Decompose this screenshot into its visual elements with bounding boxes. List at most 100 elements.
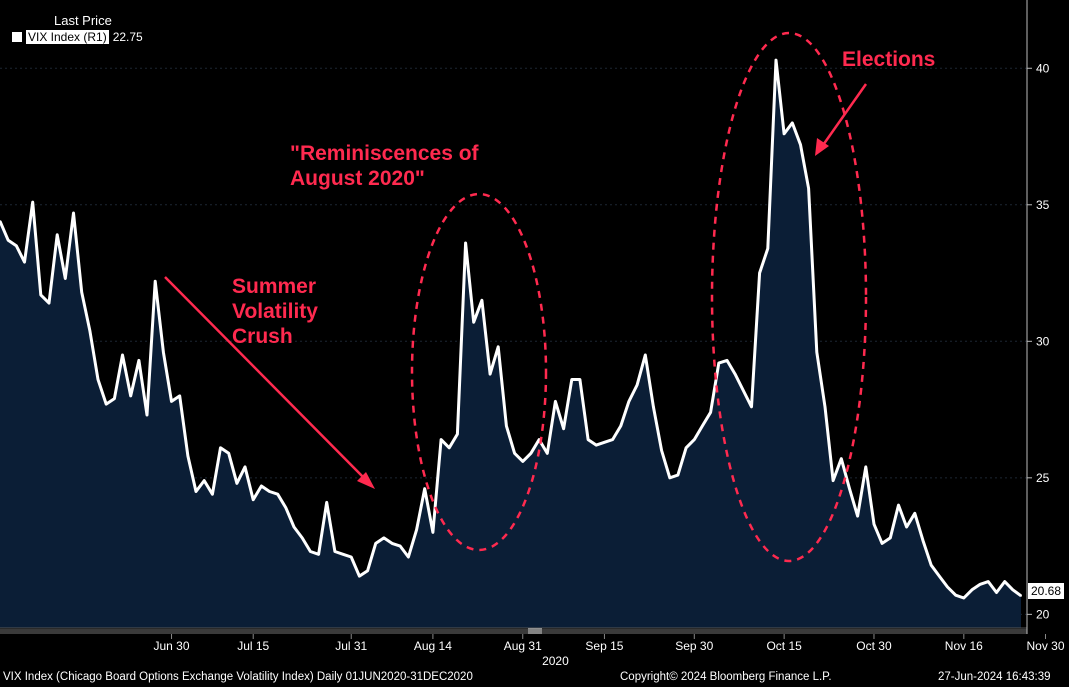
vix-data-point [587, 438, 590, 441]
august-highlight-ellipse [410, 192, 548, 552]
vix-data-point [807, 187, 810, 190]
vix-data-point [146, 414, 149, 417]
x-tick-label: Aug 31 [504, 639, 542, 653]
x-tick-label: Oct 30 [856, 639, 892, 653]
vix-data-point [913, 512, 916, 515]
vix-data-point [783, 132, 786, 135]
vix-data-point [186, 454, 189, 457]
vix-data-point [668, 476, 671, 479]
vix-series-line [0, 58, 1022, 600]
legend-title: Last Price [54, 13, 112, 28]
x-tick-label: Sep 15 [585, 639, 623, 653]
vix-data-point [750, 405, 753, 408]
vix-data-point [48, 302, 51, 305]
vix-data-point [627, 400, 630, 403]
vix-data-point [72, 211, 75, 214]
vix-data-point [276, 493, 279, 496]
legend-series-label: VIX Index (R1) [26, 30, 109, 44]
vix-data-point [734, 373, 737, 376]
vix-data-point [717, 362, 720, 365]
x-axis: Jun 30 Jul 15 Jul 31 Aug 14 Aug 31 Sep 15 Sep … [154, 634, 1065, 668]
vix-data-point [970, 588, 973, 591]
vix-data-point [407, 556, 410, 559]
vix-data-point [595, 444, 598, 447]
elections-arrow [815, 83, 868, 156]
vix-data-point [129, 394, 132, 397]
y-tick-label: 30 [1036, 334, 1050, 348]
x-tick-label: Nov 16 [945, 639, 983, 653]
vix-data-point [693, 438, 696, 441]
vix-data-point [979, 583, 982, 586]
vix-data-point [39, 293, 42, 296]
elections-highlight-ellipse [710, 31, 868, 563]
vix-data-point [382, 536, 385, 539]
x-year-label: 2020 [542, 654, 569, 668]
vix-data-point [56, 233, 59, 236]
vix-data-point [962, 596, 965, 599]
vix-data-point [644, 353, 647, 356]
vix-data-point [774, 59, 777, 62]
august-annotation: "Reminiscences of August 2020" [290, 142, 479, 190]
vix-data-points [0, 59, 1022, 599]
x-tick-label: Nov 30 [1026, 639, 1064, 653]
vix-data-point [603, 441, 606, 444]
vix-data-point [23, 261, 26, 264]
vix-data-point [758, 272, 761, 275]
vix-data-point [529, 452, 532, 455]
vix-data-point [440, 438, 443, 441]
vix-data-point [423, 487, 426, 490]
vix-data-point [268, 490, 271, 493]
vix-data-point [64, 277, 67, 280]
legend-last-value: 22.75 [112, 30, 143, 44]
vix-data-point [178, 394, 181, 397]
vix-data-point [162, 351, 165, 354]
vix-data-point [293, 525, 296, 528]
vix-data-point [105, 403, 108, 406]
last-value-marker: 20.68 [1028, 583, 1065, 599]
vix-data-point [374, 542, 377, 545]
vix-data-point [391, 542, 394, 545]
y-tick-label: 40 [1036, 61, 1050, 75]
x-tick-label: Jul 31 [335, 639, 367, 653]
vix-data-point [15, 244, 18, 247]
x-tick-label: Sep 30 [675, 639, 713, 653]
vix-data-point [195, 490, 198, 493]
vix-data-point [848, 487, 851, 490]
vix-data-point [709, 411, 712, 414]
vix-data-point [1011, 588, 1014, 591]
vix-data-point [505, 424, 508, 427]
legend-swatch-icon [12, 32, 22, 42]
vix-data-point [930, 564, 933, 567]
vix-data-point [472, 321, 475, 324]
vix-data-point [366, 569, 369, 572]
vix-data-point [244, 465, 247, 468]
vix-data-point [227, 452, 230, 455]
vix-data-point [456, 433, 459, 436]
vix-data-point [219, 446, 222, 449]
vix-data-point [489, 373, 492, 376]
legend-entry: VIX Index (R1) 22.75 [12, 30, 143, 44]
vix-data-point [938, 575, 941, 578]
vix-data-point [521, 460, 524, 463]
vix-data-point [464, 242, 467, 245]
vix-data-point [7, 239, 10, 242]
vix-data-point [636, 383, 639, 386]
y-tick-label: 20 [1036, 607, 1050, 621]
vix-data-point [823, 405, 826, 408]
vix-data-point [137, 359, 140, 362]
vix-data-point [856, 515, 859, 518]
vix-data-point [154, 280, 157, 283]
vix-data-point [260, 485, 263, 488]
vix-data-point [350, 556, 353, 559]
y-axis: 20 25 30 35 40 [1027, 61, 1050, 621]
vix-data-point [513, 452, 516, 455]
vix-data-point [995, 591, 998, 594]
footer-description: VIX Index (Chicago Board Options Exchang… [3, 671, 473, 683]
vix-data-point [284, 506, 287, 509]
vix-data-point [652, 405, 655, 408]
vix-data-point [80, 291, 83, 294]
summer-arrow [164, 276, 375, 489]
vix-data-point [1020, 594, 1022, 597]
vix-data-point [0, 220, 1, 223]
